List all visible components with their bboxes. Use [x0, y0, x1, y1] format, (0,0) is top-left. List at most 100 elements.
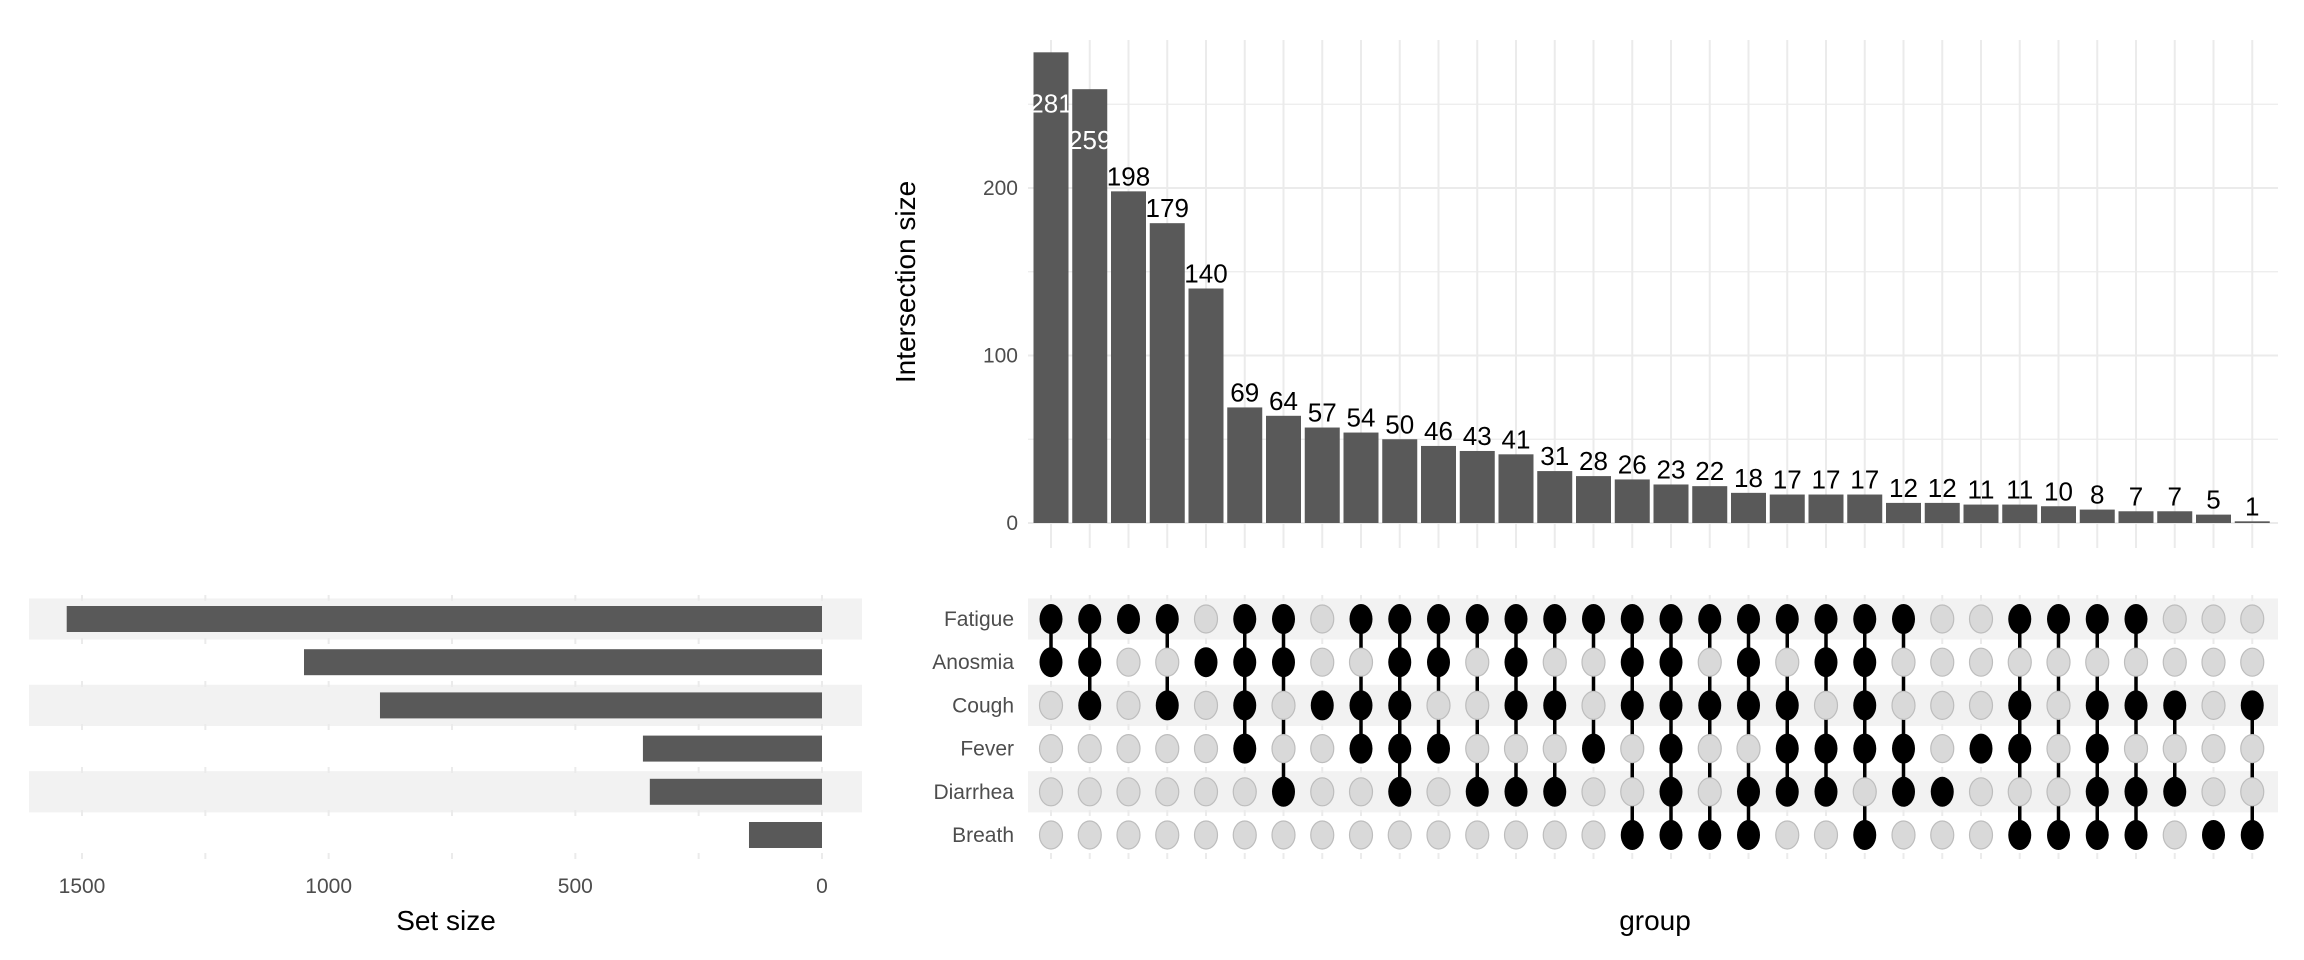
- matrix-dot-active: [1272, 776, 1295, 807]
- matrix-dot-inactive: [2123, 733, 2149, 764]
- matrix-dot-active: [1775, 776, 1799, 807]
- matrix-dot-active: [1582, 733, 1605, 764]
- matrix-dot-active: [1388, 733, 1412, 764]
- matrix-dot-active: [1659, 820, 1683, 850]
- intersection-bar: [1304, 427, 1340, 523]
- matrix-dot-inactive: [2240, 604, 2265, 634]
- matrix-dot-active: [1775, 604, 1799, 634]
- intersection-bar: [1382, 439, 1418, 523]
- matrix-dot-active: [2085, 690, 2109, 721]
- matrix-dot-active: [1620, 690, 1644, 721]
- intersection-bar: [2041, 506, 2076, 523]
- x-axis-title-group: group: [1619, 905, 1691, 936]
- matrix-dot-inactive: [1348, 777, 1374, 807]
- matrix-dot-active: [1814, 647, 1838, 678]
- intersection-bar-label: 23: [1657, 454, 1686, 484]
- matrix-dot-active: [1078, 604, 1102, 634]
- matrix-dot-active: [2085, 604, 2109, 634]
- matrix-dot-active: [1272, 647, 1295, 678]
- matrix-dot-inactive: [2046, 777, 2071, 807]
- matrix-dot-inactive: [2007, 647, 2032, 677]
- matrix-dot-active: [1504, 604, 1528, 634]
- intersection-bar-label: 11: [1968, 475, 1995, 505]
- matrix-dot-inactive: [2201, 777, 2226, 807]
- matrix-dot-inactive: [1581, 777, 1606, 807]
- intersection-bar-label: 50: [1385, 409, 1414, 439]
- matrix-dot-active: [1814, 604, 1838, 634]
- matrix-dot-active: [2008, 604, 2032, 634]
- matrix-dot-inactive: [1930, 733, 1955, 764]
- matrix-dot-active: [2085, 733, 2109, 764]
- matrix-dot-active: [1465, 776, 1489, 807]
- matrix-dot-inactive: [2046, 733, 2071, 764]
- matrix-dot-active: [1155, 690, 1179, 721]
- matrix-dot-inactive: [1465, 820, 1490, 850]
- matrix-dot-active: [1582, 604, 1605, 634]
- matrix-dot-inactive: [1310, 777, 1335, 807]
- matrix-dot-inactive: [1503, 820, 1529, 850]
- matrix-dot-inactive: [1542, 647, 1567, 677]
- intersection-bar: [2157, 511, 2193, 523]
- matrix-dot-inactive: [1310, 647, 1335, 677]
- matrix-dot-inactive: [1968, 820, 1994, 850]
- matrix-dot-active: [2124, 820, 2148, 850]
- matrix-dot-inactive: [1620, 733, 1645, 764]
- intersection-bar: [2234, 521, 2270, 523]
- matrix-dot-active: [1659, 776, 1683, 807]
- intersection-bar-label: 17: [1773, 465, 1802, 495]
- intersection-bar: [1808, 494, 1844, 523]
- matrix-dot-inactive: [2162, 820, 2187, 850]
- intersection-bar-label: 140: [1184, 259, 1227, 289]
- matrix-dot-inactive: [1465, 733, 1490, 764]
- matrix-dot-inactive: [2085, 647, 2110, 677]
- intersection-bar: [1653, 484, 1689, 523]
- matrix-dot-active: [2008, 820, 2032, 850]
- matrix-dot-inactive: [1077, 777, 1102, 807]
- matrix-dot-active: [2008, 733, 2032, 764]
- matrix-dot-inactive: [1348, 647, 1374, 677]
- matrix-dot-inactive: [1310, 820, 1335, 850]
- matrix-dot-active: [1427, 647, 1450, 678]
- intersection-bar: [2002, 504, 2038, 523]
- matrix-dot-inactive: [1116, 647, 1141, 677]
- intersection-bar-label: 43: [1463, 421, 1492, 451]
- matrix-dot-inactive: [2201, 690, 2226, 721]
- matrix-dot-active: [1737, 820, 1760, 850]
- intersection-bar: [1227, 407, 1263, 523]
- matrix-dot-inactive: [1968, 690, 1994, 721]
- matrix-dot-inactive: [1116, 820, 1141, 850]
- matrix-dot-inactive: [1930, 690, 1955, 721]
- matrix-dot-inactive: [2046, 690, 2071, 721]
- matrix-dot-inactive: [2240, 733, 2265, 764]
- matrix-dot-active: [1233, 733, 1257, 764]
- matrix-dot-inactive: [1038, 820, 1064, 850]
- matrix-dot-active: [1388, 690, 1412, 721]
- intersection-bar-label: 281: [1029, 88, 1072, 118]
- matrix-dot-inactive: [1193, 777, 1219, 807]
- matrix-dot-inactive: [2046, 647, 2071, 677]
- intersection-bar-label: 5: [2206, 485, 2220, 515]
- intersection-bar-label: 12: [1889, 473, 1918, 503]
- matrix-dot-inactive: [2201, 647, 2226, 677]
- matrix-dot-inactive: [1426, 820, 1451, 850]
- intersection-bar-label: 11: [2006, 475, 2033, 505]
- intersection-bar: [1343, 432, 1379, 523]
- intersection-bar: [1188, 288, 1224, 523]
- intersection-bar-label: 259: [1068, 125, 1111, 155]
- matrix-dot-active: [1310, 690, 1334, 721]
- matrix-dot-inactive: [1271, 690, 1296, 721]
- matrix-dot-active: [1737, 604, 1760, 634]
- matrix-dot-inactive: [1465, 647, 1490, 677]
- matrix-dot-active: [1117, 604, 1140, 634]
- intersection-bar-label: 41: [1502, 424, 1531, 454]
- intersection-matrix: [1028, 595, 2278, 868]
- intersection-bar-label: 17: [1850, 465, 1879, 495]
- matrix-dot-active: [2085, 776, 2109, 807]
- matrix-dot-active: [1155, 604, 1179, 634]
- matrix-dot-inactive: [1387, 820, 1412, 850]
- intersection-bar: [1421, 445, 1456, 523]
- set-size-axis-title: Set size: [396, 905, 496, 936]
- matrix-dot-active: [1620, 820, 1644, 850]
